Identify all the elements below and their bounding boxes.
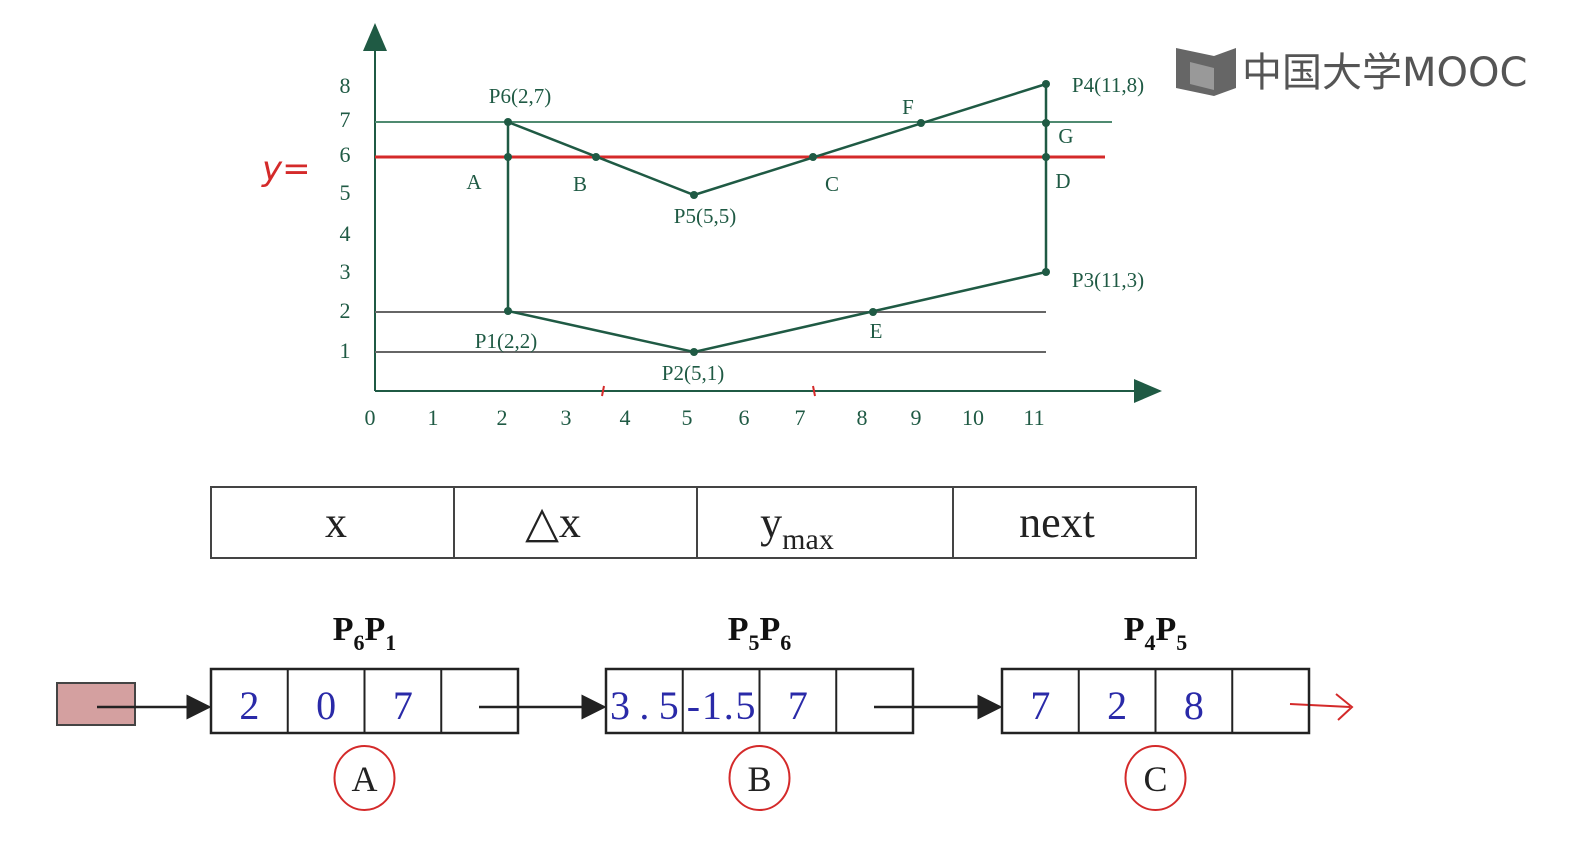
y-tick-label: 3 — [340, 259, 351, 284]
null-arrow — [1289, 693, 1354, 721]
header-sub: max — [782, 523, 834, 556]
y-tick-label: 4 — [340, 221, 351, 246]
node-title: P4P5 — [1124, 611, 1188, 655]
title-text: P — [728, 611, 749, 648]
x-tick-label: 2 — [497, 405, 508, 430]
node-value: 2 — [1107, 683, 1127, 728]
x-tick-label: 8 — [857, 405, 868, 430]
title-sub: 1 — [385, 630, 396, 655]
y-note: y= — [261, 149, 311, 189]
points — [504, 80, 1050, 356]
x-tick-label: 0 — [365, 405, 376, 430]
intersection-label: F — [902, 95, 914, 119]
vertex-label: P4(11,8) — [1072, 73, 1144, 97]
title-sub: 6 — [354, 630, 365, 655]
header-text: x — [325, 498, 347, 547]
node-title: P6P1 — [333, 611, 397, 655]
header-text: y — [760, 498, 782, 547]
red-tick — [812, 385, 816, 397]
x-tick-label: 5 — [682, 405, 693, 430]
node-value: 8 — [1184, 683, 1204, 728]
title-sub: 4 — [1145, 630, 1156, 655]
intersection-label: C — [825, 172, 839, 196]
tag-circle — [728, 745, 791, 811]
x-tick-label: 9 — [911, 405, 922, 430]
head-pointer — [56, 682, 136, 726]
vertex-label: P2(5,1) — [662, 361, 724, 385]
node-title: P5P6 — [728, 611, 792, 655]
title-sub: 5 — [749, 630, 760, 655]
node-value: 0 — [316, 683, 336, 728]
node-value: 7 — [393, 683, 413, 728]
node-tag: A — [352, 759, 378, 799]
intersection-label: E — [870, 319, 883, 343]
title-text: P — [760, 611, 781, 648]
node-value: -1.5 — [687, 683, 756, 728]
header-cell: x — [325, 498, 347, 547]
y-tick-label: 6 — [340, 142, 351, 167]
node-value: 3.5 — [610, 683, 679, 728]
intersection-label: G — [1058, 124, 1073, 148]
vertex-label: P3(11,3) — [1072, 268, 1144, 292]
title-text: P — [333, 611, 354, 648]
vertex-label: P6(2,7) — [489, 84, 551, 108]
title-text: P — [1124, 611, 1145, 648]
intersection-label: D — [1055, 169, 1070, 193]
node-value: 7 — [1030, 683, 1050, 728]
y-tick-label: 1 — [340, 338, 351, 363]
x-tick-label: 1 — [428, 405, 439, 430]
x-tick-label: 3 — [561, 405, 572, 430]
plot — [363, 23, 1162, 403]
header-cell: ymax — [760, 498, 834, 556]
x-tick-label: 11 — [1023, 405, 1044, 430]
y-tick-label: 7 — [340, 107, 351, 132]
intersection-label: B — [573, 172, 587, 196]
tag-circle — [333, 745, 396, 811]
x-tick-label: 4 — [620, 405, 631, 430]
title-text: P — [1156, 611, 1177, 648]
y-tick-label: 5 — [340, 180, 351, 205]
tag-circle — [1124, 745, 1187, 811]
y-tick-label: 8 — [340, 73, 351, 98]
header-text: △x — [525, 498, 581, 547]
vertex-label: P5(5,5) — [674, 204, 736, 228]
node-value: 2 — [239, 683, 259, 728]
logo: 中国大学MOOC — [1176, 48, 1527, 96]
intersection-label: A — [466, 170, 482, 194]
y-tick-label: 2 — [340, 298, 351, 323]
title-sub: 6 — [780, 630, 791, 655]
field-table — [210, 486, 1197, 559]
red-tick — [601, 385, 605, 397]
x-tick-label: 6 — [739, 405, 750, 430]
title-text: P — [365, 611, 386, 648]
title-sub: 5 — [1176, 630, 1187, 655]
logo-text: 中国大学MOOC — [1242, 50, 1527, 96]
x-tick-label: 7 — [795, 405, 806, 430]
node-value: 7 — [788, 683, 808, 728]
header-cell: △x — [525, 498, 581, 547]
header-cell: next — [1019, 498, 1095, 547]
x-tick-label: 10 — [962, 405, 984, 430]
node-tag: C — [1143, 759, 1167, 799]
header-text: next — [1019, 498, 1095, 547]
node-tag: B — [747, 759, 771, 799]
vertex-label: P1(2,2) — [475, 329, 537, 353]
